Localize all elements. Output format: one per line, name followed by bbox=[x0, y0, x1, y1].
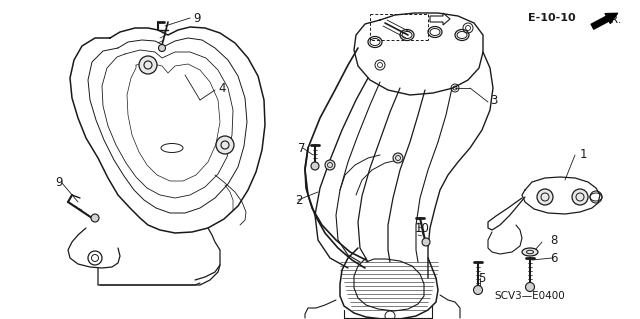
Circle shape bbox=[216, 136, 234, 154]
Text: 4: 4 bbox=[218, 81, 225, 94]
Text: 1: 1 bbox=[580, 149, 588, 161]
Text: 10: 10 bbox=[415, 221, 430, 234]
Circle shape bbox=[91, 214, 99, 222]
Text: SCV3—E0400: SCV3—E0400 bbox=[495, 291, 565, 301]
Circle shape bbox=[393, 153, 403, 163]
Text: 8: 8 bbox=[550, 234, 557, 247]
Text: E-10-10: E-10-10 bbox=[528, 13, 575, 23]
Circle shape bbox=[422, 238, 430, 246]
Text: 3: 3 bbox=[490, 93, 497, 107]
Text: FR.: FR. bbox=[605, 15, 622, 25]
Text: 7: 7 bbox=[298, 142, 305, 154]
Text: 2: 2 bbox=[295, 194, 303, 206]
Text: 9: 9 bbox=[55, 176, 63, 189]
Circle shape bbox=[311, 162, 319, 170]
Circle shape bbox=[159, 44, 166, 51]
Text: 5: 5 bbox=[478, 271, 485, 285]
Circle shape bbox=[474, 286, 483, 294]
Polygon shape bbox=[430, 13, 450, 25]
Ellipse shape bbox=[522, 248, 538, 256]
Circle shape bbox=[325, 160, 335, 170]
Text: 6: 6 bbox=[550, 251, 557, 264]
Circle shape bbox=[139, 56, 157, 74]
Circle shape bbox=[525, 283, 534, 292]
Circle shape bbox=[572, 189, 588, 205]
Circle shape bbox=[537, 189, 553, 205]
FancyArrowPatch shape bbox=[591, 13, 618, 29]
Text: 9: 9 bbox=[193, 11, 200, 25]
